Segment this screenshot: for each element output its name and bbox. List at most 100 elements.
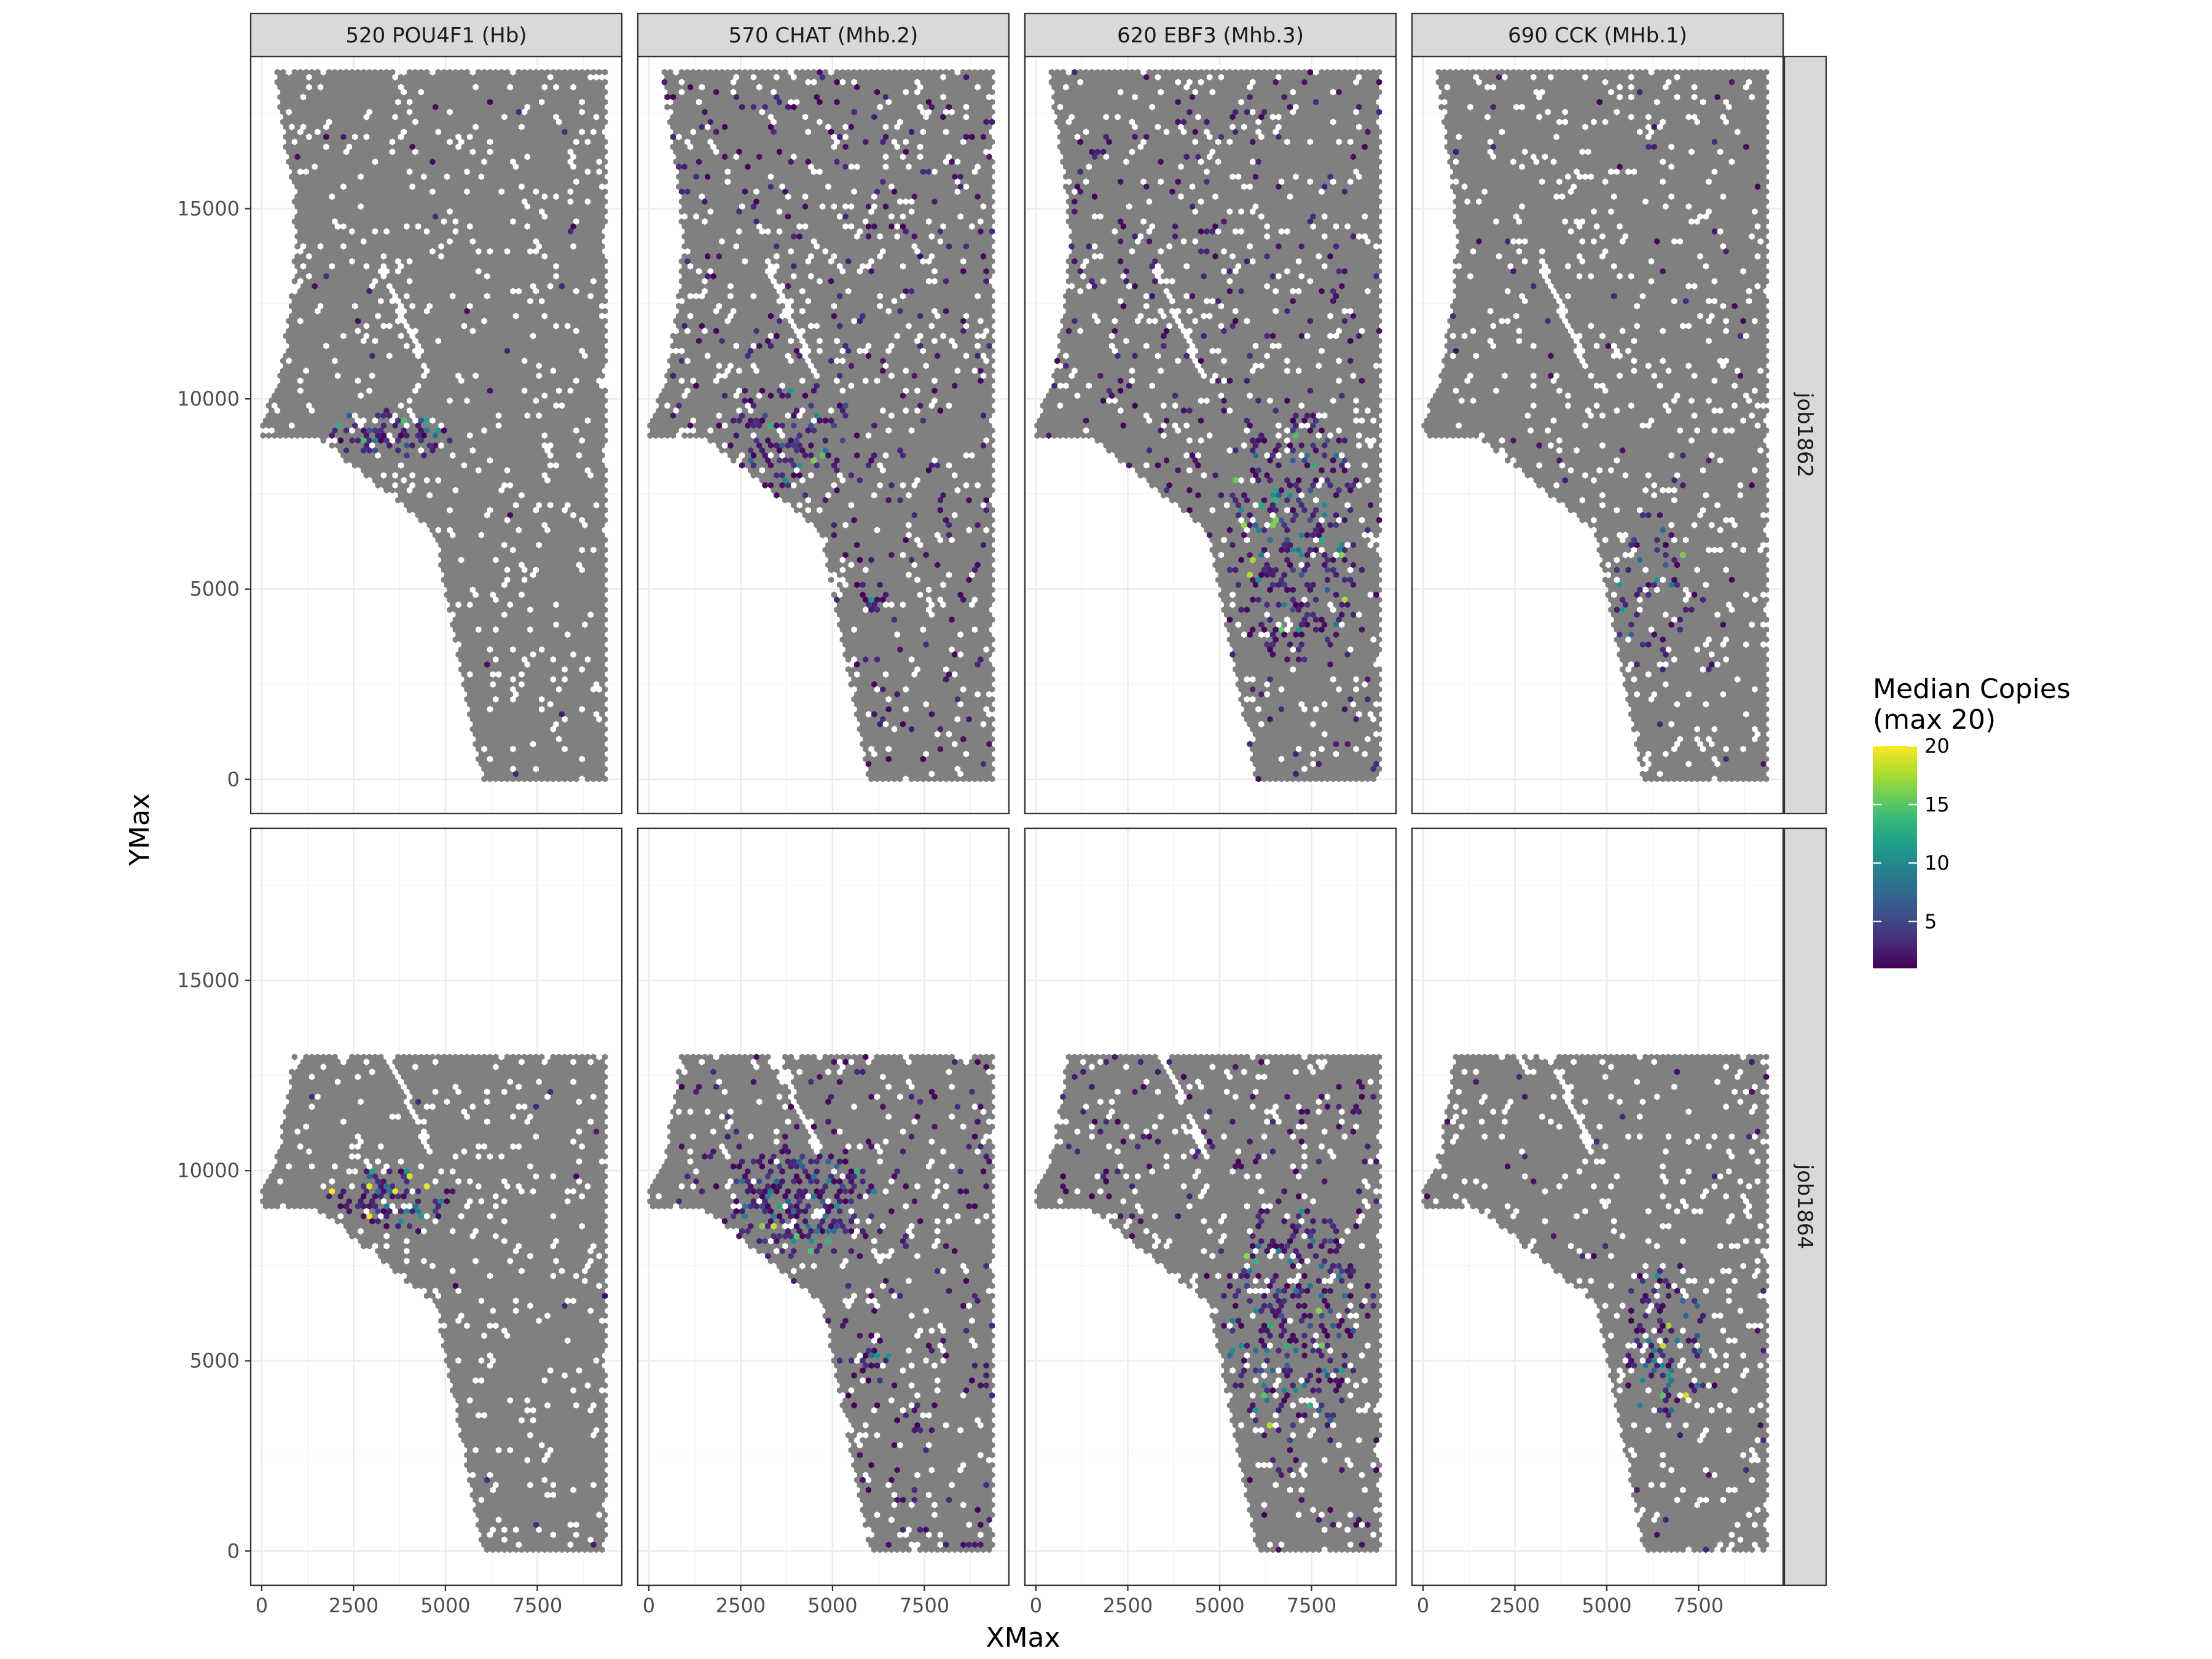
hex-cell <box>1322 1178 1328 1185</box>
hex-cell <box>779 472 785 479</box>
hex-cell <box>908 1093 915 1100</box>
hex-cell <box>1244 606 1250 613</box>
hex-cell <box>1634 591 1640 598</box>
hex-cell <box>1359 1083 1365 1091</box>
hex-cell <box>834 98 840 106</box>
hex-cell <box>323 273 329 280</box>
hex-cell <box>1642 1362 1649 1369</box>
hex-cell <box>914 1402 920 1409</box>
hex-cell <box>1250 626 1256 633</box>
hex-cell <box>1373 1467 1379 1473</box>
hex-cell <box>1287 492 1293 499</box>
hex-cell <box>1252 173 1259 180</box>
hex-cell <box>1261 1432 1268 1439</box>
hex-cell <box>871 1307 877 1314</box>
hex-cell <box>1276 133 1282 141</box>
hex-cell <box>1353 1103 1359 1110</box>
hex-cell <box>739 1158 745 1165</box>
hex-cell <box>791 1277 797 1285</box>
hex-cell <box>401 427 407 434</box>
hex-cell <box>1247 551 1253 559</box>
hex-cell <box>1680 482 1686 489</box>
hex-cell <box>888 1477 895 1484</box>
hex-cell <box>928 1088 935 1096</box>
hex-cell <box>1233 567 1239 573</box>
hex-cell <box>888 482 895 489</box>
hex-cell <box>1054 357 1061 364</box>
hex-cell <box>1660 636 1666 643</box>
hex-cell <box>1132 402 1138 409</box>
hex-cell <box>1230 1118 1236 1125</box>
hex-cell <box>960 327 967 335</box>
hex-cell <box>943 517 949 524</box>
hex-cell <box>776 98 783 106</box>
hex-cell <box>762 103 768 111</box>
hex-cell <box>1163 327 1170 335</box>
x-tick-label: 0 <box>1030 1594 1042 1617</box>
hex-cell <box>819 452 826 459</box>
hex-cell <box>1284 1362 1290 1369</box>
hex-cell <box>779 1247 785 1255</box>
hex-cell <box>1063 363 1069 369</box>
hex-cell <box>1637 88 1643 96</box>
hex-cell <box>745 1168 751 1175</box>
hex-cell <box>1290 1292 1296 1300</box>
hex-cells-background <box>1421 1053 1770 1553</box>
hex-cell <box>733 93 739 101</box>
hex-cell <box>1284 1342 1290 1349</box>
hex-cell <box>935 562 941 568</box>
hex-cell <box>808 1237 814 1245</box>
hex-cell <box>868 268 874 275</box>
hex-cell <box>1298 243 1304 250</box>
hex-cell <box>1657 1327 1663 1335</box>
hex-cell <box>1322 1218 1328 1225</box>
hex-cell <box>1241 1357 1247 1364</box>
hex-cell <box>716 253 722 260</box>
hex-cell <box>854 661 860 668</box>
hex-cell <box>1310 1347 1316 1354</box>
hex-cell <box>1591 1252 1597 1260</box>
hex-cell <box>1290 517 1296 524</box>
strip-background <box>249 12 623 58</box>
hex-cell <box>1628 541 1634 549</box>
hex-cell <box>802 1207 809 1215</box>
hex-cell <box>793 1202 800 1210</box>
hex-cell <box>676 163 682 170</box>
hex-cell <box>1668 1406 1674 1414</box>
hex-cell <box>559 283 565 290</box>
hex-cell <box>785 1198 791 1205</box>
hex-cell <box>1373 273 1379 280</box>
hex-cell <box>1198 228 1204 235</box>
hex-cell <box>1347 576 1354 584</box>
hex-cell <box>1252 1158 1259 1165</box>
hex-cell <box>678 1083 685 1091</box>
hex-cell <box>753 417 759 424</box>
hex-cell <box>1258 114 1265 120</box>
hex-cell <box>1330 1412 1336 1419</box>
hex-cell <box>1118 257 1124 265</box>
hex-cell <box>1344 601 1351 608</box>
hex-cell <box>1645 512 1652 519</box>
hex-cell <box>1269 332 1276 340</box>
hex-cell <box>1258 1218 1265 1225</box>
hex-cell <box>771 1213 777 1220</box>
hex-cell <box>814 1228 820 1235</box>
hex-cell <box>1250 1242 1256 1250</box>
hex-cell <box>874 188 880 195</box>
hex-cell <box>799 1233 806 1240</box>
hex-cell <box>1146 1163 1153 1170</box>
hex-cell <box>1230 114 1236 120</box>
hex-cell <box>1244 257 1250 265</box>
hex-cell <box>880 138 886 146</box>
hex-cell <box>1221 327 1227 335</box>
hex-cell <box>767 1207 774 1215</box>
hex-cell <box>386 1207 393 1215</box>
hex-cell <box>745 352 751 359</box>
hex-cell <box>903 1412 909 1419</box>
hex-cell <box>865 1188 872 1195</box>
hex-cell <box>1100 397 1107 404</box>
hex-cell <box>963 1387 970 1394</box>
hex-cell <box>441 427 447 434</box>
hex-cell <box>949 616 955 623</box>
hex-cell <box>1295 477 1302 484</box>
